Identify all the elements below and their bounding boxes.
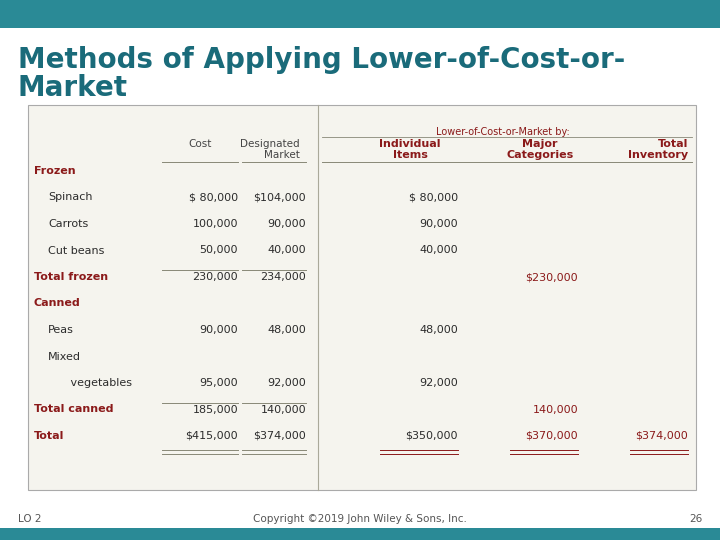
Text: Carrots: Carrots [48, 219, 89, 229]
Text: 230,000: 230,000 [192, 272, 238, 282]
Text: 140,000: 140,000 [532, 404, 578, 415]
Text: Cut beans: Cut beans [48, 246, 104, 255]
Text: $415,000: $415,000 [185, 431, 238, 441]
Text: Inventory: Inventory [628, 150, 688, 160]
Text: Individual: Individual [379, 139, 441, 149]
Text: 26: 26 [689, 514, 702, 524]
Text: $ 80,000: $ 80,000 [189, 192, 238, 202]
Text: 95,000: 95,000 [199, 378, 238, 388]
Text: $ 80,000: $ 80,000 [409, 192, 458, 202]
Text: $350,000: $350,000 [405, 431, 458, 441]
Text: Lower-of-Cost-or-Market by:: Lower-of-Cost-or-Market by: [436, 127, 570, 137]
Text: 90,000: 90,000 [419, 219, 458, 229]
Text: Cost: Cost [189, 139, 212, 149]
Text: Mixed: Mixed [48, 352, 81, 361]
Text: $374,000: $374,000 [253, 431, 306, 441]
Text: 50,000: 50,000 [199, 246, 238, 255]
Text: Designated: Designated [240, 139, 300, 149]
Text: $374,000: $374,000 [635, 431, 688, 441]
Text: Methods of Applying Lower-of-Cost-or-: Methods of Applying Lower-of-Cost-or- [18, 46, 625, 74]
Text: Market: Market [264, 150, 300, 160]
Text: 40,000: 40,000 [419, 246, 458, 255]
Bar [0, 528, 720, 540]
Text: Total: Total [34, 431, 64, 441]
Text: Market: Market [18, 74, 128, 102]
Text: 48,000: 48,000 [419, 325, 458, 335]
Text: 92,000: 92,000 [267, 378, 306, 388]
Text: 100,000: 100,000 [192, 219, 238, 229]
Text: vegetables: vegetables [60, 378, 132, 388]
Text: Total frozen: Total frozen [34, 272, 108, 282]
Text: 90,000: 90,000 [267, 219, 306, 229]
Text: $230,000: $230,000 [526, 272, 578, 282]
Text: Total: Total [657, 139, 688, 149]
Text: 234,000: 234,000 [260, 272, 306, 282]
Text: 140,000: 140,000 [261, 404, 306, 415]
Text: 48,000: 48,000 [267, 325, 306, 335]
Text: $370,000: $370,000 [526, 431, 578, 441]
Text: Peas: Peas [48, 325, 74, 335]
Text: $104,000: $104,000 [253, 192, 306, 202]
Bar [0, 0, 720, 28]
Text: Canned: Canned [34, 299, 81, 308]
Text: 92,000: 92,000 [419, 378, 458, 388]
Text: LO 2: LO 2 [18, 514, 42, 524]
Text: Frozen: Frozen [34, 166, 76, 176]
Text: Total canned: Total canned [34, 404, 114, 415]
Text: 185,000: 185,000 [192, 404, 238, 415]
Text: Major: Major [522, 139, 558, 149]
Text: Copyright ©2019 John Wiley & Sons, Inc.: Copyright ©2019 John Wiley & Sons, Inc. [253, 514, 467, 524]
Text: 90,000: 90,000 [199, 325, 238, 335]
Bar [28, 105, 696, 490]
Text: Spinach: Spinach [48, 192, 92, 202]
Text: 40,000: 40,000 [267, 246, 306, 255]
Text: Items: Items [392, 150, 428, 160]
Text: Categories: Categories [506, 150, 574, 160]
